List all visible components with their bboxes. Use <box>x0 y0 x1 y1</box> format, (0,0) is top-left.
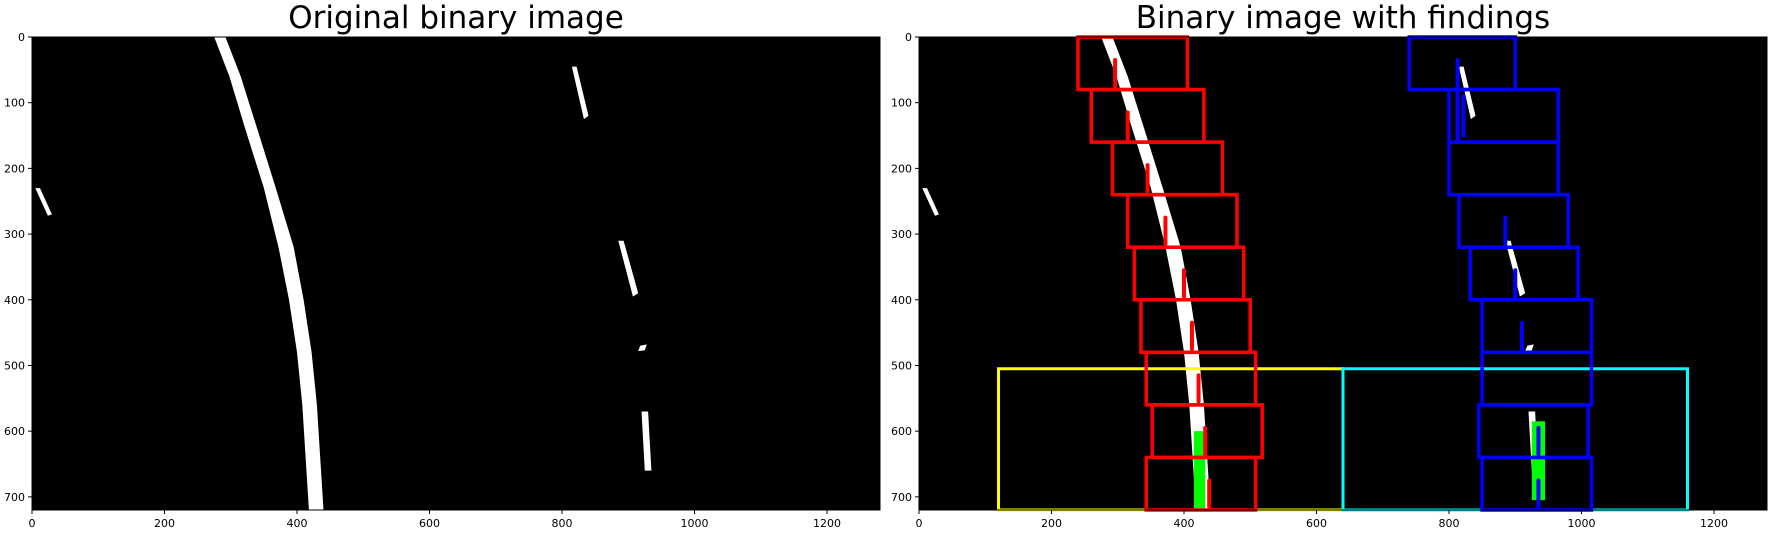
y-tick-label: 400 <box>891 294 912 307</box>
y-tick-label: 200 <box>4 162 25 175</box>
y-tick-label: 100 <box>4 97 25 110</box>
lane-pixels-right-dash-top <box>571 66 589 120</box>
lane-pixels-right-dash-low <box>1525 344 1534 351</box>
right-peak <box>1531 421 1546 501</box>
y-tick-label: 0 <box>18 31 25 44</box>
lane-pixels-right-dash-mid <box>618 240 639 297</box>
lane-pixels-left-lane <box>214 37 324 510</box>
panel-title-original: Original binary image <box>288 0 624 36</box>
x-tick-label: 800 <box>552 517 573 530</box>
x-tick-label: 0 <box>916 517 923 530</box>
lane-pixels-left-edge-speck <box>922 188 939 216</box>
y-tick-label: 0 <box>905 31 912 44</box>
y-tick-label: 600 <box>891 425 912 438</box>
image-background <box>32 37 880 510</box>
y-tick-label: 100 <box>891 97 912 110</box>
x-tick-label: 0 <box>29 517 36 530</box>
y-tick-label: 600 <box>4 425 25 438</box>
x-tick-label: 1000 <box>681 517 709 530</box>
y-tick-label: 500 <box>4 359 25 372</box>
y-tick-label: 700 <box>4 491 25 504</box>
axes-frame <box>31 36 881 511</box>
panel-original: Original binary image 0 200 400 600 800 1000 1… <box>4 0 881 530</box>
x-tick-label: 200 <box>1041 517 1062 530</box>
y-tick-label: 200 <box>891 162 912 175</box>
x-tick-label: 1000 <box>1568 517 1596 530</box>
axes-frame <box>918 36 1768 511</box>
x-tick-label: 600 <box>1306 517 1327 530</box>
y-tick-label: 400 <box>4 294 25 307</box>
panel-findings: Binary image with findings 0 200 400 600 800… <box>891 0 1768 530</box>
y-tick-label: 700 <box>891 491 912 504</box>
left-peak <box>1193 431 1206 510</box>
y-tick-label: 500 <box>891 359 912 372</box>
lane-pixels-right-dash-bottom <box>641 411 652 471</box>
x-tick-label: 400 <box>1174 517 1195 530</box>
y-tick-label: 300 <box>4 228 25 241</box>
x-tick-label: 400 <box>287 517 308 530</box>
lane-pixels-right-dash-top <box>1458 66 1476 120</box>
y-tick-label: 300 <box>891 228 912 241</box>
lane-pixels-left-edge-speck <box>35 188 52 216</box>
x-tick-label: 800 <box>1439 517 1460 530</box>
x-tick-label: 1200 <box>813 517 841 530</box>
x-tick-label: 200 <box>154 517 175 530</box>
lane-pixels-right-dash-low <box>638 344 647 351</box>
x-tick-label: 1200 <box>1700 517 1728 530</box>
x-tick-label: 600 <box>419 517 440 530</box>
panel-title-findings: Binary image with findings <box>1136 0 1550 36</box>
